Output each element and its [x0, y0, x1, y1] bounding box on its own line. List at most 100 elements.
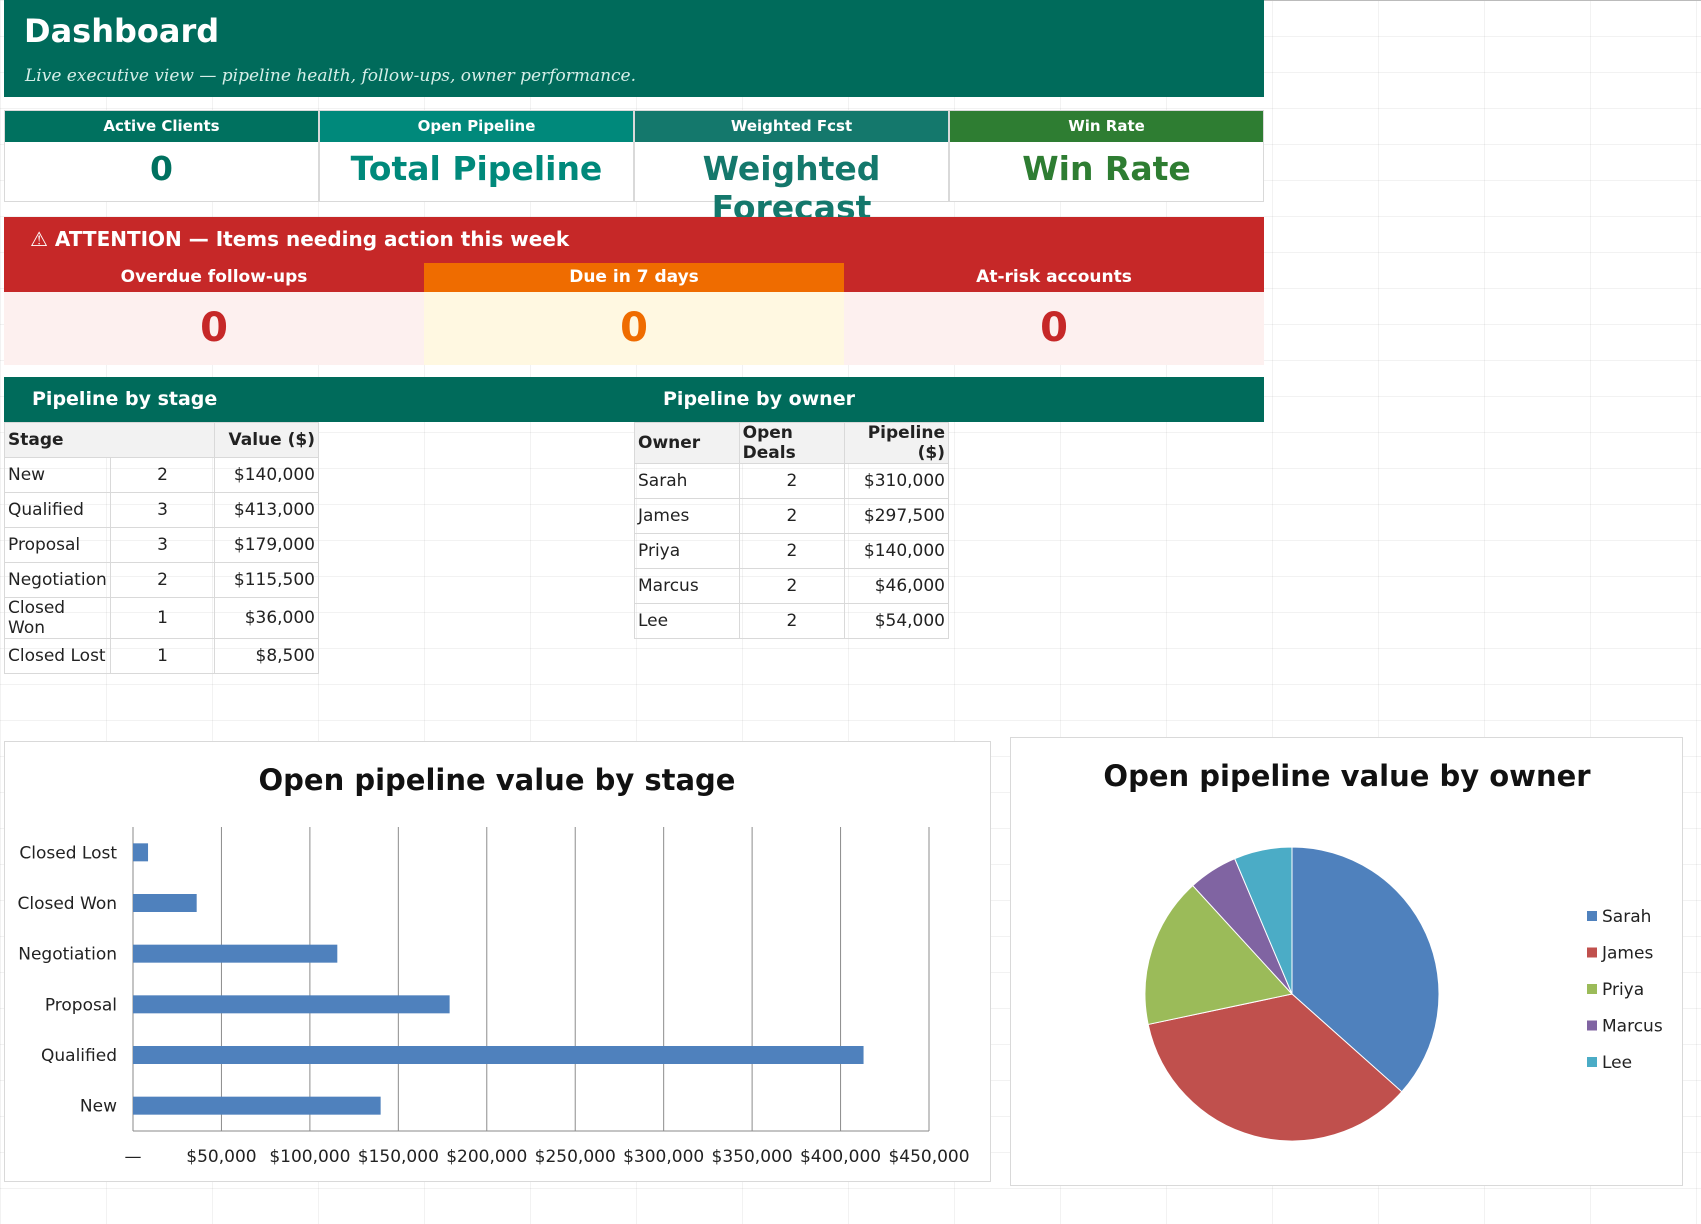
bar[interactable]: [133, 894, 197, 912]
stage-value[interactable]: $179,000: [214, 527, 319, 563]
owner-name[interactable]: Lee: [634, 603, 740, 639]
sheet-top-border: [1264, 0, 1701, 1]
table-row: James 2 $297,500: [634, 498, 949, 534]
table-row: Priya 2 $140,000: [634, 533, 949, 569]
x-tick-label: $100,000: [269, 1147, 350, 1167]
owner-open-deals[interactable]: 2: [738, 568, 846, 604]
owner-name[interactable]: Sarah: [634, 463, 740, 499]
section-title: Pipeline by stage: [32, 388, 218, 410]
stage-value[interactable]: $36,000: [214, 597, 319, 639]
section-pipeline-by-owner: Pipeline by owner: [634, 377, 1264, 422]
stage-value[interactable]: $8,500: [214, 638, 319, 674]
owner-open-deals[interactable]: 2: [738, 463, 846, 499]
column-header-open-deals[interactable]: Open Deals: [738, 422, 846, 464]
kpi-label: Open Pipeline: [320, 111, 633, 142]
owner-open-deals[interactable]: 2: [738, 533, 846, 569]
kpi-label: Win Rate: [950, 111, 1263, 142]
column-header-stage[interactable]: Stage: [3, 422, 216, 458]
stage-name[interactable]: New: [4, 457, 111, 493]
owner-pipeline[interactable]: $140,000: [844, 533, 949, 569]
column-header-owner[interactable]: Owner: [634, 422, 740, 464]
stage-bar-chart[interactable]: Open pipeline value by stage — $50,000 $100…: [4, 741, 991, 1182]
attention-value: 0: [4, 292, 424, 365]
attention-at-risk-accounts[interactable]: At-risk accounts 0: [844, 263, 1264, 365]
stage-count[interactable]: 3: [109, 492, 216, 528]
bar[interactable]: [133, 843, 149, 862]
table-row: Closed Lost 1 $8,500: [4, 638, 319, 674]
owner-pie-chart-svg: Open pipeline value by owner Sarah James Pr…: [1103, 759, 1663, 1142]
legend-label: James: [1601, 944, 1653, 964]
y-category-label: Proposal: [45, 995, 117, 1015]
table-row: Closed Won 1 $36,000: [4, 597, 319, 639]
pie-slice[interactable]: [1144, 884, 1293, 1026]
stage-value[interactable]: $413,000: [214, 492, 319, 528]
attention-title: ⚠ ATTENTION — Items needing action this …: [30, 227, 570, 251]
x-tick-label: —: [125, 1147, 142, 1167]
legend-swatch: [1587, 984, 1597, 994]
stage-count[interactable]: 2: [109, 457, 216, 493]
pie-slice[interactable]: [1147, 993, 1403, 1142]
legend-swatch: [1587, 911, 1597, 921]
owner-name[interactable]: Marcus: [634, 568, 740, 604]
kpi-value: Win Rate: [1022, 149, 1191, 188]
legend-swatch: [1587, 1057, 1597, 1067]
kpi-value: Total Pipeline: [350, 149, 603, 188]
owner-table: Owner Open Deals Pipeline ($) Sarah 2 $310…: [634, 422, 949, 639]
owner-name[interactable]: Priya: [634, 533, 740, 569]
table-header-row: Stage Value ($): [3, 422, 319, 458]
stage-name[interactable]: Closed Won: [4, 597, 111, 639]
stage-name[interactable]: Negotiation: [4, 562, 111, 598]
owner-pie-chart[interactable]: Open pipeline value by owner Sarah James Pr…: [1010, 737, 1683, 1186]
y-category-label: Qualified: [41, 1046, 117, 1066]
kpi-open-pipeline[interactable]: Open Pipeline Total Pipeline: [319, 110, 634, 202]
stage-count[interactable]: 3: [109, 527, 216, 563]
attention-label: Due in 7 days: [424, 263, 844, 292]
column-header-value[interactable]: Value ($): [214, 422, 319, 458]
kpi-win-rate[interactable]: Win Rate Win Rate: [949, 110, 1264, 202]
kpi-active-clients[interactable]: Active Clients 0: [4, 110, 319, 202]
stage-count[interactable]: 2: [109, 562, 216, 598]
page-title: Dashboard: [24, 12, 220, 50]
bar[interactable]: [133, 1096, 381, 1115]
owner-name[interactable]: James: [634, 498, 740, 534]
owner-open-deals[interactable]: 2: [738, 498, 846, 534]
owner-pipeline[interactable]: $310,000: [844, 463, 949, 499]
column-header-pipeline[interactable]: Pipeline ($): [844, 422, 949, 464]
x-tick-label: $300,000: [623, 1147, 704, 1167]
x-tick-label: $400,000: [800, 1147, 881, 1167]
stage-name[interactable]: Qualified: [4, 492, 111, 528]
attention-overdue-followups[interactable]: Overdue follow-ups 0: [4, 263, 424, 365]
stage-name[interactable]: Closed Lost: [4, 638, 111, 674]
x-tick-label: $350,000: [712, 1147, 793, 1167]
attention-value: 0: [424, 292, 844, 365]
legend-swatch: [1587, 947, 1597, 958]
owner-pipeline[interactable]: $46,000: [844, 568, 949, 604]
owner-pipeline[interactable]: $54,000: [844, 603, 949, 639]
owner-open-deals[interactable]: 2: [738, 603, 846, 639]
attention-banner: ⚠ ATTENTION — Items needing action this …: [4, 217, 1264, 263]
bar[interactable]: [133, 944, 338, 963]
kpi-label: Weighted Fcst: [635, 111, 948, 142]
pie-slice[interactable]: [1234, 846, 1293, 995]
dashboard-header: Dashboard Live executive view — pipeline…: [4, 0, 1264, 97]
kpi-weighted-forecast[interactable]: Weighted Fcst Weighted Forecast: [634, 110, 949, 227]
pie-slice[interactable]: [1291, 846, 1440, 1093]
stage-count[interactable]: 1: [109, 638, 216, 674]
legend-swatch: [1587, 1020, 1597, 1031]
stage-value[interactable]: $140,000: [214, 457, 319, 493]
attention-due-7-days[interactable]: Due in 7 days 0: [424, 263, 844, 365]
bar[interactable]: [133, 1046, 864, 1064]
kpi-value: 0: [150, 149, 173, 188]
stage-value[interactable]: $115,500: [214, 562, 319, 598]
bar[interactable]: [133, 995, 450, 1014]
stage-name[interactable]: Proposal: [4, 527, 111, 563]
legend-label: Priya: [1602, 980, 1644, 1000]
y-category-label: New: [80, 1097, 117, 1117]
stage-table: Stage Value ($) New 2 $140,000 Qualified 3 $4…: [3, 422, 319, 674]
table-row: Qualified 3 $413,000: [4, 492, 319, 528]
legend-label: Lee: [1602, 1053, 1632, 1073]
table-row: Negotiation 2 $115,500: [4, 562, 319, 598]
stage-count[interactable]: 1: [109, 597, 216, 639]
y-category-label: Negotiation: [18, 945, 117, 965]
owner-pipeline[interactable]: $297,500: [844, 498, 949, 534]
